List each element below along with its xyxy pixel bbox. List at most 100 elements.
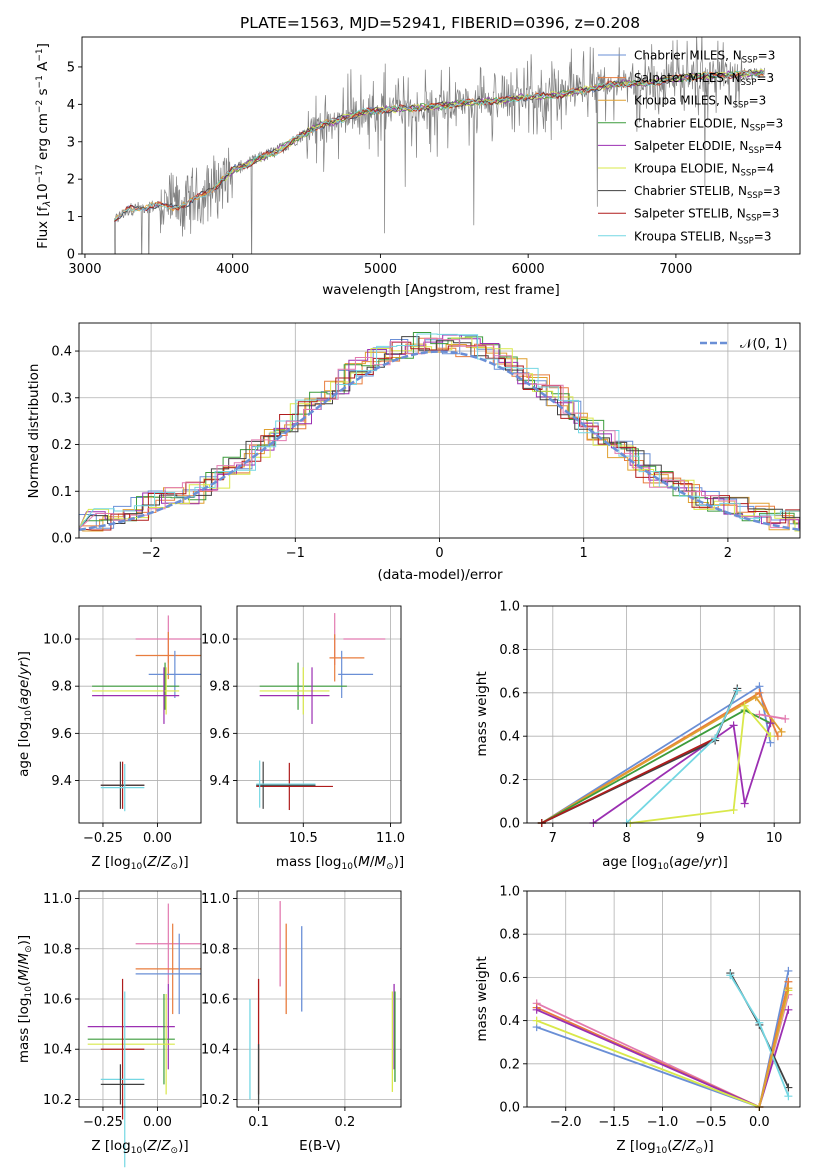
weight-line — [759, 713, 786, 720]
hist-steps — [78, 341, 800, 531]
x-tick-label: 6000 — [512, 262, 545, 277]
y-tick-label: 10.6 — [201, 993, 230, 1008]
y-tick-label: 0.0 — [51, 532, 72, 547]
y-tick-label: 1.0 — [499, 600, 520, 615]
x-tick-label: 2 — [724, 546, 732, 561]
weight-marker — [740, 799, 749, 808]
y-tick-label: 9.4 — [51, 774, 72, 789]
weight-vs-Z-panel: −2.0 −1.5 −1.0 −0.5 0.0 0.0 0.2 0.4 0.6 0.8 1.0 Z … — [474, 885, 801, 1156]
x-tick-label: 0.2 — [335, 1115, 356, 1130]
hist-xlabel: (data-model)/error — [377, 567, 503, 583]
mZ-ylabel: mass [log10(M/M⊙)] — [16, 935, 34, 1063]
x-tick-label: 0.00 — [143, 1115, 172, 1130]
weight-marker — [784, 966, 793, 975]
spectrum-panel: 3000 4000 5000 6000 7000 0 1 2 3 4 5 wavelength [A… — [35, 36, 801, 298]
x-tick-label: −1.0 — [647, 1115, 679, 1130]
y-tick-label: 10.4 — [43, 1043, 72, 1058]
y-tick-label: 1.0 — [499, 885, 520, 900]
x-tick-label: 1 — [580, 546, 588, 561]
weight-marker — [755, 1018, 764, 1027]
x-tick-label: −2 — [142, 546, 161, 561]
hist-legend-label: 𝒩(0, 1) — [740, 337, 787, 352]
y-tick-label: 0.8 — [499, 928, 520, 943]
x-tick-label: −0.5 — [695, 1115, 727, 1130]
weight-marker — [532, 1005, 541, 1014]
y-tick-label: 0.3 — [51, 391, 72, 406]
legend-label: Chabrier MILES, NSSP=3 — [634, 49, 775, 66]
legend-label: Kroupa ELODIE, NSSP=4 — [634, 162, 774, 179]
weight-marker — [784, 1005, 793, 1014]
legend-label: Kroupa MILES, NSSP=3 — [634, 94, 766, 111]
mass-vs-ebv-panel: 0.1 0.2 10.2 10.4 10.6 10.8 11.0 E(B-V) — [201, 890, 402, 1154]
y-tick-label: 0.4 — [499, 1014, 520, 1029]
normal-curve — [78, 350, 801, 532]
mass-vs-Z-panel: −0.25 0.00 10.2 10.4 10.6 10.8 11.0 Z [log10(Z… — [16, 890, 202, 1168]
x-tick-label: 5000 — [364, 262, 397, 277]
x-tick-label: 0.00 — [143, 831, 172, 846]
weight-marker — [766, 719, 775, 728]
y-tick-label: 0.0 — [499, 817, 520, 832]
y-tick-label: 0.6 — [499, 971, 520, 986]
y-tick-label: 0.1 — [51, 485, 72, 500]
x-tick-label: 11.0 — [376, 831, 405, 846]
hist-steps — [78, 337, 800, 532]
weight-marker — [784, 1092, 793, 1101]
y-tick-label: 9.6 — [209, 727, 230, 742]
model-line — [114, 69, 764, 222]
figure-title: PLATE=1563, MJD=52941, FIBERID=0396, z=0… — [240, 14, 640, 32]
x-tick-label: 0.1 — [248, 1115, 269, 1130]
y-tick-label: 10.0 — [201, 633, 230, 648]
y-tick-label: 10.2 — [201, 1093, 230, 1108]
y-tick-label: 0.2 — [499, 773, 520, 788]
y-tick-label: 11.0 — [43, 892, 72, 907]
weight-marker — [766, 732, 775, 741]
weight-marker — [773, 732, 782, 741]
y-tick-label: 9.8 — [209, 680, 230, 695]
ageZ-xlabel: Z [log10(Z/Z⊙)] — [91, 854, 188, 872]
y-tick-label: 0.8 — [499, 643, 520, 658]
y-tick-label: 10.8 — [43, 942, 72, 957]
hist-steps — [78, 336, 801, 531]
y-tick-label: 0.0 — [499, 1101, 520, 1116]
y-tick-label: 10.4 — [201, 1043, 230, 1058]
x-tick-label: −2.0 — [550, 1115, 582, 1130]
weight-marker — [784, 984, 793, 993]
y-tick-label: 0 — [67, 248, 75, 263]
x-tick-label: 0 — [435, 546, 443, 561]
y-tick-label: 3 — [67, 135, 75, 150]
weight-marker — [740, 701, 749, 710]
age-vs-mass-panel: 10.5 11.0 9.4 9.6 9.8 10.0 mass [log10(M/M⊙)] — [201, 605, 405, 872]
weight-marker — [711, 734, 720, 743]
hist-steps — [78, 337, 800, 530]
y-tick-label: 0.4 — [51, 345, 72, 360]
y-tick-label: 1 — [67, 210, 75, 225]
y-tick-label: 9.4 — [209, 774, 230, 789]
y-tick-label: 2 — [67, 173, 75, 188]
ageZ-ylabel: age [log10(age/yr)] — [16, 651, 34, 777]
legend-label: Chabrier STELIB, NSSP=3 — [634, 184, 781, 201]
model-line — [217, 68, 765, 186]
x-tick-label: 3000 — [68, 262, 101, 277]
y-tick-label: 0.2 — [499, 1057, 520, 1072]
weight-marker — [726, 971, 735, 980]
x-tick-label: −0.25 — [83, 831, 123, 846]
hist-ylabel: Normed distribution — [26, 364, 42, 499]
legend-label: Salpeter ELODIE, NSSP=4 — [634, 139, 782, 156]
weight-line — [758, 987, 790, 1108]
legend-label: Salpeter MILES, NSSP=3 — [634, 71, 774, 88]
y-tick-label: 9.6 — [51, 727, 72, 742]
y-tick-label: 4 — [67, 98, 75, 113]
mZ-xlabel: Z [log10(Z/Z⊙)] — [91, 1138, 188, 1156]
weight-marker — [532, 1016, 541, 1025]
x-tick-label: 10 — [766, 831, 783, 846]
legend-label: Kroupa STELIB, NSSP=3 — [634, 229, 772, 246]
wAge-xlabel: age [log10(age/yr)] — [602, 854, 728, 872]
y-tick-label: 10.2 — [43, 1093, 72, 1108]
model-line — [114, 69, 764, 222]
ageM-xlabel: mass [log10(M/M⊙)] — [276, 854, 404, 872]
wAge-ylabel: mass weight — [474, 671, 490, 756]
y-tick-label: 0.4 — [499, 730, 520, 745]
x-tick-label: 7 — [549, 831, 557, 846]
y-tick-label: 10.6 — [43, 993, 72, 1008]
